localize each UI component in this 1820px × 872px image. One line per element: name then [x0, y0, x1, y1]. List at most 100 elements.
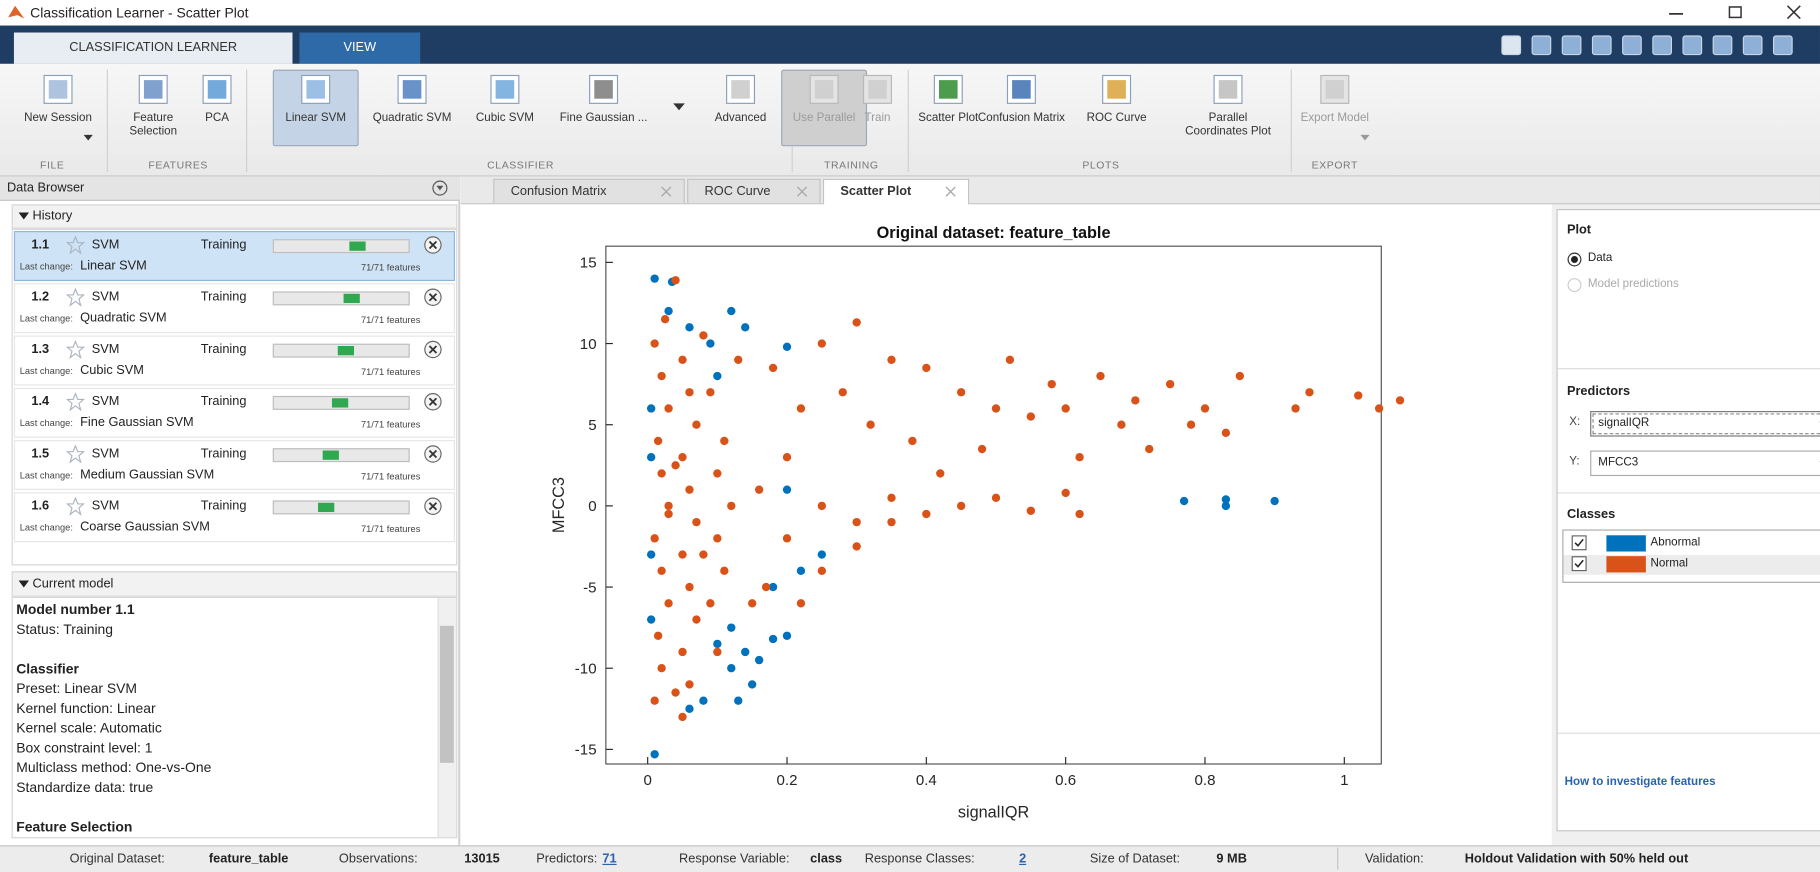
predictor-select[interactable]: signalIQR: [1590, 411, 1820, 437]
data-point: [650, 274, 659, 283]
data-point: [1305, 388, 1314, 397]
quick-access-icon: [1742, 35, 1763, 56]
detail-line: Status: Training: [16, 621, 114, 638]
check: [1574, 559, 1584, 568]
data-point: [646, 453, 656, 462]
data-point: [650, 696, 659, 705]
data-point: [796, 404, 806, 413]
data-point: [685, 323, 694, 332]
data-point: [727, 623, 736, 632]
button-label[interactable]: Cubic SVM: [475, 111, 534, 125]
icon-body: [1012, 80, 1031, 99]
button-label[interactable]: Quadratic SVM: [372, 111, 452, 125]
history-item[interactable]: 1.2 SVM Training Last change: Quadratic SVM 7…: [13, 283, 455, 334]
x-mark: [428, 502, 438, 511]
predictor-select[interactable]: MFCC3: [1590, 450, 1820, 477]
model-status: Training: [200, 342, 247, 357]
data-point: [650, 534, 659, 543]
button-label[interactable]: ROC Curve: [1086, 111, 1147, 125]
group-separator: [106, 69, 108, 172]
icon-body: [402, 80, 422, 99]
y-tick-label: 10: [580, 336, 597, 353]
progress-bar: [272, 500, 410, 515]
features-count: 71/71 features: [360, 471, 421, 482]
progress-bar: [272, 448, 410, 463]
stop-button: [424, 340, 442, 359]
history-item[interactable]: 1.6 SVM Training Last change: Coarse Gaussia…: [13, 492, 455, 543]
last-change-label: Last change:: [19, 365, 73, 377]
close-b: [1786, 5, 1801, 20]
status-value: 9 MB: [1216, 852, 1247, 867]
data-point: [685, 582, 694, 592]
data-point: [852, 517, 861, 527]
button-icon: [809, 74, 839, 104]
button-label[interactable]: Export Model: [1300, 111, 1369, 125]
button-label[interactable]: Scatter Plot: [918, 111, 979, 125]
button-label[interactable]: Parallel Coordinates Plot: [1185, 111, 1271, 139]
button-label[interactable]: Train: [864, 111, 891, 125]
button-icon: [726, 74, 756, 104]
progress-indicator: [318, 502, 335, 513]
button-label[interactable]: Use Parallel: [792, 111, 856, 125]
quick-access-icon: [1682, 35, 1703, 56]
data-point: [685, 485, 694, 494]
data-point: [1075, 509, 1084, 519]
button-label[interactable]: Confusion Matrix: [977, 111, 1065, 125]
data-point: [678, 355, 687, 364]
features-count: 71/71 features: [360, 314, 421, 326]
button-label[interactable]: Fine Gaussian ...: [559, 111, 648, 125]
detail-line: Kernel function: Linear: [16, 700, 156, 717]
status-bar: [0, 845, 1820, 872]
data-point: [1026, 506, 1036, 515]
gallery-expand: [673, 103, 685, 111]
status-value[interactable]: 71: [602, 852, 617, 867]
data-point: [664, 509, 673, 519]
ribbon-tab[interactable]: CLASSIFICATION LEARNER: [13, 32, 293, 64]
predictor-axis: X:: [1569, 415, 1581, 429]
data-point: [1186, 420, 1196, 429]
history-item[interactable]: 1.3 SVM Training Last change: Cubic SVM 71/71…: [13, 335, 455, 386]
history-label: History: [32, 208, 73, 223]
side-panel-box: Plot Data Model predictions Predictors X: sig…: [1556, 208, 1820, 832]
icon-body: [495, 80, 515, 99]
detail-line: Box constraint level: 1: [16, 739, 153, 756]
x-mark: [428, 345, 438, 354]
data-point: [782, 631, 792, 640]
current-model-box: Model number 1.1 Status: Training Classifi…: [11, 596, 458, 839]
button-label[interactable]: New Session: [24, 111, 92, 125]
doc-tab[interactable]: Confusion Matrix: [493, 178, 685, 204]
status-value[interactable]: 2: [1019, 852, 1027, 867]
button-label[interactable]: Feature Selection: [129, 111, 178, 139]
data-point: [692, 420, 701, 429]
doc-tab[interactable]: Scatter Plot: [822, 178, 970, 206]
section-heading: Feature Selection: [16, 818, 133, 835]
quick-access-icon: [1531, 35, 1552, 56]
history-item[interactable]: 1.5 SVM Training Last change: Medium Gaussia…: [13, 440, 455, 490]
button-label[interactable]: Linear SVM: [285, 111, 347, 125]
data-point: [671, 276, 680, 285]
data-point: [650, 750, 659, 759]
data-point: [761, 582, 771, 592]
class-name[interactable]: Normal: [1650, 557, 1688, 571]
model-status: Training: [200, 394, 247, 409]
data-point: [727, 501, 736, 511]
doc-tab[interactable]: ROC Curve: [687, 178, 821, 204]
data-point: [734, 355, 743, 364]
star: [66, 392, 85, 412]
radio-label[interactable]: Data: [1587, 251, 1613, 265]
current-model-header: [11, 571, 458, 597]
data-point: [1075, 453, 1084, 462]
ribbon-tab[interactable]: VIEW: [299, 32, 421, 64]
history-item[interactable]: 1.4 SVM Training Last change: Fine Gaussian …: [13, 387, 455, 438]
model-number: 1.6: [31, 499, 50, 514]
scrollbar-thumb[interactable]: [439, 625, 454, 763]
button-label[interactable]: PCA: [205, 111, 229, 125]
model-status: Training: [200, 290, 247, 305]
model-type: SVM: [91, 342, 120, 357]
history-item[interactable]: 1.1 SVM Training Last change: Linear SVM 71/7…: [13, 231, 455, 281]
data-point: [977, 444, 987, 454]
help-link[interactable]: How to investigate features: [1564, 775, 1716, 789]
class-name[interactable]: Abnormal: [1650, 536, 1701, 550]
data-point: [720, 436, 729, 446]
button-label[interactable]: Advanced: [714, 111, 767, 125]
